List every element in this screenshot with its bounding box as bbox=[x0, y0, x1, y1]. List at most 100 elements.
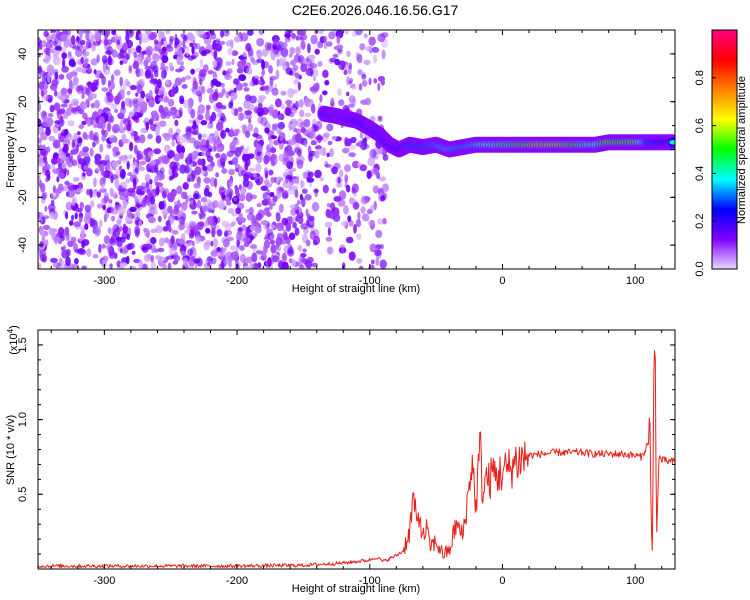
spectrogram-cell bbox=[217, 216, 221, 224]
spectrogram-cell bbox=[211, 111, 217, 122]
spectrogram-cell bbox=[219, 255, 224, 261]
spectrogram-cell bbox=[158, 30, 162, 38]
spectrogram-cell bbox=[197, 114, 204, 121]
spectrogram-cell bbox=[126, 255, 130, 265]
spectrogram-cell bbox=[66, 169, 70, 176]
spectrogram-cell bbox=[74, 212, 78, 220]
spectrogram-cell bbox=[71, 159, 78, 167]
spectrogram-cell bbox=[119, 76, 123, 87]
spectrogram-cell bbox=[155, 126, 160, 136]
spectrogram-cell bbox=[110, 175, 114, 184]
spectrogram-cell bbox=[116, 39, 121, 46]
spectrogram-cell bbox=[118, 205, 126, 216]
spectrogram-cell bbox=[294, 227, 300, 236]
spectrogram-cell bbox=[315, 82, 320, 91]
spectrogram-cell bbox=[246, 67, 253, 75]
spectrogram-cell bbox=[104, 113, 109, 122]
spectrogram-cell bbox=[171, 229, 179, 235]
spectrogram-x-label: Height of straight line (km) bbox=[292, 283, 420, 295]
spectrogram-cell bbox=[298, 256, 302, 263]
spectrogram-cell bbox=[137, 105, 141, 114]
spectrogram-cell bbox=[125, 178, 131, 184]
spectrogram-cell bbox=[345, 236, 354, 244]
spectrogram-cell bbox=[337, 88, 342, 96]
spectrogram-cell bbox=[207, 124, 211, 129]
spectrogram-cell bbox=[231, 212, 237, 217]
spectrogram-cell bbox=[373, 54, 378, 64]
spectrogram-cell bbox=[112, 51, 118, 58]
spectrogram-cell bbox=[80, 225, 86, 232]
spectrogram-cell bbox=[221, 220, 229, 227]
spectrogram-cell bbox=[58, 135, 65, 141]
spectrogram-cell bbox=[201, 133, 207, 139]
spectrogram-cell bbox=[284, 107, 292, 116]
spectrogram-cell bbox=[81, 232, 85, 238]
spectrogram-cell bbox=[314, 48, 320, 55]
spectrogram-cell bbox=[210, 50, 214, 56]
spectrogram-cell bbox=[359, 265, 364, 269]
spectrogram-cell bbox=[352, 160, 360, 169]
spectrogram-cell bbox=[336, 183, 343, 188]
spectrogram-cell bbox=[147, 151, 154, 158]
spectrogram-cell bbox=[297, 148, 302, 157]
spectrogram-cell bbox=[145, 69, 153, 77]
spectrogram-cell bbox=[61, 65, 69, 73]
spectrogram-cell bbox=[165, 80, 170, 85]
spectrogram-cell bbox=[161, 208, 170, 216]
spectrogram-cell bbox=[166, 255, 175, 260]
spectrogram-cell bbox=[54, 120, 61, 125]
spectrogram-cell bbox=[338, 99, 345, 106]
spectrogram-cell bbox=[220, 116, 227, 123]
spectrogram-cell bbox=[114, 108, 119, 114]
spectrogram-cell bbox=[288, 258, 293, 264]
spectrogram-cell bbox=[230, 92, 238, 101]
spectrogram-cell bbox=[241, 58, 247, 66]
spectrogram-cell bbox=[299, 109, 305, 118]
y-tick-label: -40 bbox=[17, 237, 29, 253]
spectrogram-cell bbox=[211, 78, 219, 86]
snr-series-line bbox=[38, 350, 675, 569]
spectrogram-cell bbox=[248, 118, 252, 124]
spectrogram-cell bbox=[102, 204, 106, 211]
spectrogram-cell bbox=[292, 178, 300, 184]
spectrogram-cell bbox=[136, 188, 143, 194]
spectrogram-cell bbox=[254, 226, 262, 234]
spectrogram-cell bbox=[255, 143, 262, 151]
spectrogram-cell bbox=[99, 188, 107, 193]
spectrogram-cell bbox=[88, 67, 92, 73]
spectrogram-cell bbox=[85, 32, 90, 41]
spectrogram-cell bbox=[211, 228, 216, 238]
spectrogram-cell bbox=[60, 93, 66, 102]
spectrogram-cell bbox=[81, 265, 87, 269]
spectrogram-cell bbox=[192, 120, 197, 130]
spectrogram-cell bbox=[90, 58, 98, 66]
spectrogram-cell bbox=[158, 201, 165, 210]
spectrogram-cell bbox=[78, 124, 85, 130]
spectrogram-cell bbox=[133, 212, 139, 219]
spectrogram-cell bbox=[203, 205, 208, 213]
spectrogram-cell bbox=[256, 49, 263, 59]
spectrogram-cell bbox=[295, 209, 300, 214]
spectrogram-cell bbox=[154, 255, 163, 260]
spectrogram-cell bbox=[110, 103, 117, 110]
spectrogram-cell bbox=[133, 258, 141, 264]
spectrogram-cell bbox=[269, 234, 276, 239]
spectrogram-cell bbox=[126, 243, 133, 251]
y-tick-label: 40 bbox=[17, 48, 29, 60]
spectrogram-cell bbox=[355, 142, 362, 147]
spectrogram-cell bbox=[180, 151, 184, 160]
spectrogram-cell bbox=[38, 118, 42, 127]
spectrogram-cell bbox=[250, 57, 255, 63]
spectrogram-cell bbox=[53, 102, 61, 111]
spectrogram-cell bbox=[282, 41, 288, 49]
spectrogram-cell bbox=[104, 30, 109, 40]
spectrogram-cell bbox=[128, 65, 133, 71]
spectrogram-cell bbox=[54, 90, 58, 97]
spectrogram-cell bbox=[139, 134, 146, 144]
spectrogram-cell bbox=[139, 166, 146, 172]
spectrogram-cell bbox=[158, 104, 164, 114]
spectrogram-cell bbox=[293, 79, 300, 85]
spectrogram-cell bbox=[269, 75, 277, 81]
spectrogram-cell bbox=[46, 64, 55, 74]
spectrogram-cell bbox=[81, 92, 85, 100]
